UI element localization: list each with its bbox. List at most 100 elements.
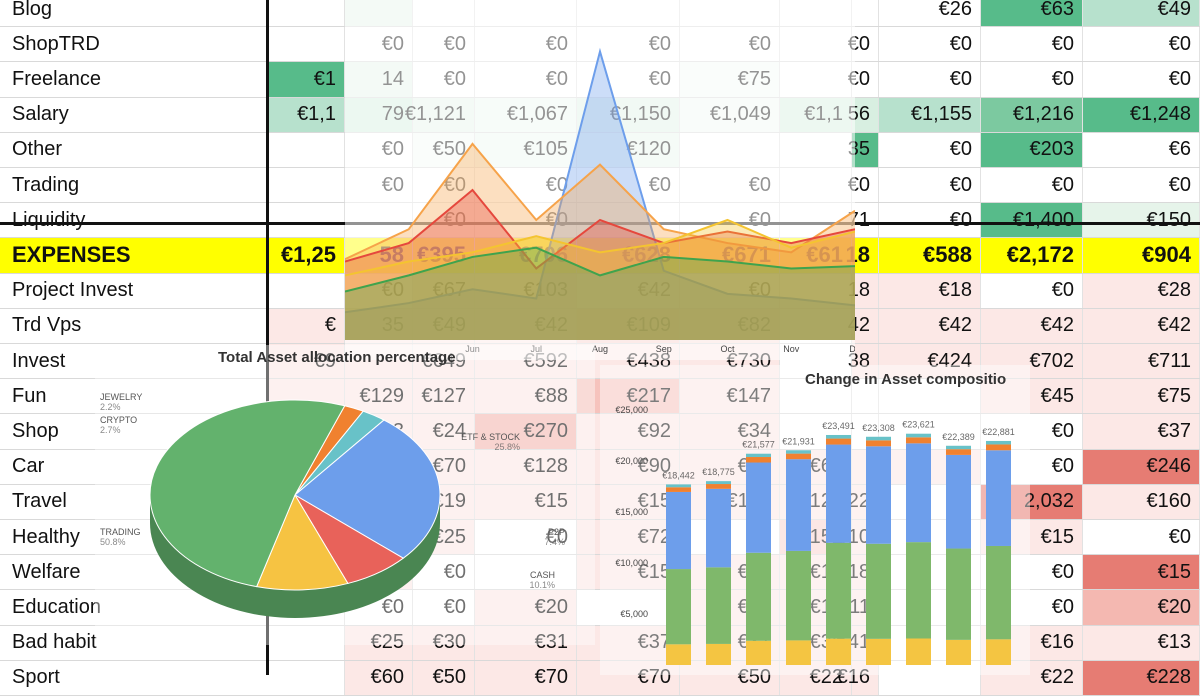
table-cell[interactable]: 35 (848, 132, 879, 167)
table-cell[interactable] (269, 168, 345, 203)
table-cell[interactable]: 56 (848, 97, 879, 132)
table-cell[interactable]: €2,172 (981, 238, 1083, 273)
table-cell[interactable]: €88 (475, 379, 577, 414)
table-cell[interactable]: €37 (577, 625, 680, 660)
table-cell[interactable]: €60 (345, 660, 413, 695)
row-label[interactable]: Freelance (12, 67, 101, 90)
table-cell[interactable]: €0 (879, 168, 981, 203)
row-label[interactable]: Blog (12, 0, 53, 20)
row-label[interactable]: Welfare (12, 560, 81, 583)
table-cell[interactable]: €75 (1083, 379, 1200, 414)
row-label[interactable]: Fun (12, 384, 47, 407)
table-cell[interactable]: €0 (1083, 62, 1200, 97)
table-cell[interactable]: €6 (1083, 132, 1200, 167)
table-cell[interactable]: €34 (680, 414, 780, 449)
row-label[interactable]: Salary (12, 103, 69, 126)
table-cell[interactable]: €42 (879, 308, 981, 343)
table-cell[interactable]: €0 (1083, 520, 1200, 555)
table-cell[interactable]: €228 (1083, 660, 1200, 695)
row-label[interactable]: EXPENSES (12, 242, 131, 268)
table-cell[interactable]: €129 (345, 379, 413, 414)
table-cell[interactable]: €904 (1083, 238, 1200, 273)
table-cell[interactable]: 18 (846, 238, 879, 273)
table-cell[interactable]: €0 (981, 273, 1083, 308)
table-cell[interactable]: €0 (848, 168, 879, 203)
table-cell[interactable]: €1,1 (269, 97, 345, 132)
table-cell[interactable] (269, 625, 345, 660)
table-cell[interactable]: €0 (981, 27, 1083, 62)
table-cell[interactable]: €15 (1083, 555, 1200, 590)
row-label[interactable]: Trd Vps (12, 314, 82, 337)
table-cell[interactable] (269, 660, 345, 695)
table-cell[interactable]: €1,155 (879, 97, 981, 132)
row-label[interactable]: Sport (12, 666, 60, 689)
table-cell[interactable]: €90 (577, 449, 680, 484)
table-cell[interactable] (852, 0, 879, 27)
table-cell[interactable] (780, 379, 852, 414)
row-label[interactable]: Car (12, 455, 45, 478)
table-cell[interactable]: €203 (981, 132, 1083, 167)
table-cell[interactable]: €0 (1083, 168, 1200, 203)
table-cell[interactable]: €0 (475, 520, 577, 555)
table-cell[interactable]: €0 (879, 62, 981, 97)
table-cell[interactable]: €270 (475, 414, 577, 449)
table-cell[interactable]: €25 (345, 625, 413, 660)
table-cell[interactable]: €246 (1083, 449, 1200, 484)
table-cell[interactable]: €0 (413, 590, 475, 625)
table-cell[interactable] (269, 273, 345, 308)
table-cell[interactable]: €42 (981, 308, 1083, 343)
table-cell[interactable]: €160 (1083, 484, 1200, 519)
table-cell[interactable]: € (269, 308, 345, 343)
row-label[interactable]: Project Invest (12, 279, 134, 302)
table-cell[interactable] (269, 132, 345, 167)
table-cell[interactable]: €0 (1083, 27, 1200, 62)
table-cell[interactable]: €72 (577, 520, 680, 555)
table-cell[interactable]: €13 (1083, 625, 1200, 660)
row-label[interactable]: Travel (12, 490, 67, 513)
table-cell[interactable]: €42 (1083, 308, 1200, 343)
table-cell[interactable] (269, 0, 345, 27)
table-cell[interactable]: €0 (981, 62, 1083, 97)
table-cell[interactable]: €24 (413, 414, 475, 449)
table-cell[interactable]: €37 (1083, 414, 1200, 449)
table-cell[interactable]: €49 (1083, 0, 1200, 27)
table-cell[interactable]: €28 (1083, 273, 1200, 308)
table-cell[interactable]: €63 (981, 0, 1083, 27)
table-cell[interactable]: 42 (848, 308, 879, 343)
table-cell[interactable]: €0 (981, 168, 1083, 203)
table-cell[interactable]: €711 (1083, 344, 1200, 379)
table-cell[interactable]: €9 (269, 344, 345, 379)
row-label[interactable]: Trading (12, 173, 80, 196)
table-cell[interactable]: 71 (848, 203, 879, 238)
table-cell[interactable] (269, 27, 345, 62)
table-cell[interactable]: €92 (577, 414, 680, 449)
row-label[interactable]: Shop (12, 419, 59, 442)
table-cell[interactable] (879, 379, 981, 414)
table-cell[interactable]: €588 (879, 238, 981, 273)
table-cell[interactable]: €147 (680, 379, 780, 414)
table-cell[interactable]: €20 (1083, 590, 1200, 625)
table-cell[interactable]: €70 (475, 660, 577, 695)
table-cell[interactable]: €15 (475, 484, 577, 519)
table-cell[interactable]: €0 (848, 27, 879, 62)
row-label[interactable]: Bad habit (12, 631, 97, 654)
table-cell[interactable]: €1,400 (981, 203, 1083, 238)
table-cell[interactable] (852, 379, 879, 414)
table-cell[interactable]: €702 (981, 344, 1083, 379)
row-label[interactable]: Invest (12, 349, 66, 372)
table-cell[interactable]: €30 (413, 625, 475, 660)
table-cell[interactable]: €50 (413, 660, 475, 695)
table-cell[interactable]: €150 (1083, 203, 1200, 238)
table-cell[interactable]: €18 (879, 273, 981, 308)
table-cell[interactable]: €424 (879, 344, 981, 379)
table-cell[interactable]: €1,248 (1083, 97, 1200, 132)
table-cell[interactable]: €45 (981, 379, 1083, 414)
row-label[interactable]: Education (12, 595, 101, 618)
table-cell[interactable]: €1,25 (269, 238, 345, 273)
row-label[interactable]: Other (12, 138, 63, 161)
table-cell[interactable]: €1,216 (981, 97, 1083, 132)
table-cell[interactable]: €0 (879, 203, 981, 238)
table-cell[interactable]: €1 (269, 62, 345, 97)
table-cell[interactable] (577, 590, 680, 625)
table-cell[interactable]: €0 (848, 62, 879, 97)
